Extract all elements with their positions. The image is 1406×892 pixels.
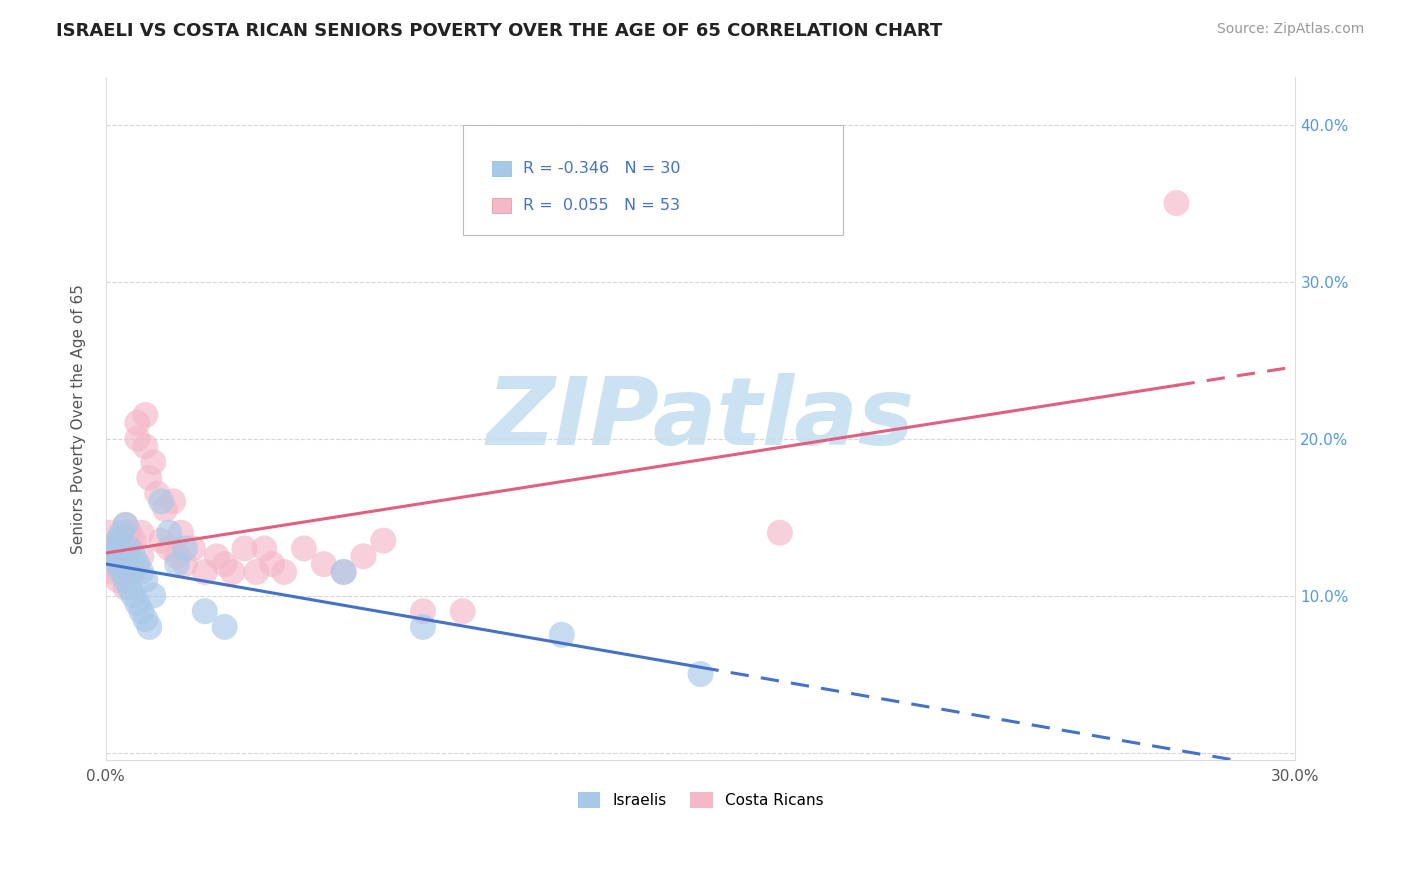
Point [118,541,141,556]
Point [412,620,434,634]
Point [134,408,156,422]
Point [162,494,184,508]
Point [138,471,160,485]
Point [150,533,173,548]
Point [194,604,217,618]
Point [769,525,792,540]
Point [245,565,267,579]
Point [134,612,156,626]
Point [103,565,125,579]
Point [118,565,141,579]
Text: Source: ZipAtlas.com: Source: ZipAtlas.com [1216,22,1364,37]
Point [118,541,141,556]
Point [373,533,395,548]
Point [253,541,276,556]
Point [110,565,132,579]
Point [127,557,149,571]
Point [142,589,165,603]
Point [107,557,129,571]
Point [114,581,136,595]
Point [127,432,149,446]
Point [1166,196,1188,211]
Point [194,565,217,579]
Point [233,541,256,556]
Point [138,620,160,634]
Point [98,541,121,556]
Point [114,573,136,587]
Text: ISRAELI VS COSTA RICAN SENIORS POVERTY OVER THE AGE OF 65 CORRELATION CHART: ISRAELI VS COSTA RICAN SENIORS POVERTY O… [56,22,942,40]
Point [131,525,153,540]
Point [262,557,284,571]
FancyBboxPatch shape [463,125,844,235]
Point [107,573,129,587]
Point [166,549,188,564]
Point [122,589,145,603]
Point [332,565,354,579]
Point [110,525,132,540]
Point [214,620,236,634]
Point [174,557,197,571]
Point [157,525,180,540]
Point [122,549,145,564]
Point [110,533,132,548]
Point [98,525,121,540]
Point [157,541,180,556]
Point [127,416,149,430]
Point [107,541,129,556]
Point [153,502,176,516]
Point [107,557,129,571]
Point [131,604,153,618]
Point [118,581,141,595]
Text: ZIPatlas: ZIPatlas [486,373,915,465]
Point [181,541,204,556]
Point [353,549,375,564]
Point [110,549,132,564]
Point [103,549,125,564]
Point [412,604,434,618]
Point [170,525,193,540]
Point [551,628,574,642]
Point [451,604,474,618]
Point [146,486,169,500]
Point [150,494,173,508]
Point [107,533,129,548]
Point [214,557,236,571]
Point [221,565,243,579]
Point [114,549,136,564]
Legend: Israelis, Costa Ricans: Israelis, Costa Ricans [571,786,830,814]
Point [332,565,354,579]
Point [292,541,315,556]
Point [103,549,125,564]
FancyBboxPatch shape [492,161,510,176]
Point [166,557,188,571]
Y-axis label: Seniors Poverty Over the Age of 65: Seniors Poverty Over the Age of 65 [72,284,86,554]
Point [312,557,335,571]
Point [114,517,136,532]
Point [174,541,197,556]
Text: R =  0.055   N = 53: R = 0.055 N = 53 [523,198,679,212]
Point [122,565,145,579]
Point [142,455,165,469]
Point [134,439,156,453]
Point [205,549,228,564]
Point [110,565,132,579]
Point [131,565,153,579]
Point [689,667,711,681]
Point [131,549,153,564]
Point [127,596,149,610]
Point [122,533,145,548]
FancyBboxPatch shape [492,198,510,212]
Point [98,541,121,556]
Text: R = -0.346   N = 30: R = -0.346 N = 30 [523,161,681,176]
Point [134,573,156,587]
Point [273,565,295,579]
Point [114,517,136,532]
Point [118,525,141,540]
